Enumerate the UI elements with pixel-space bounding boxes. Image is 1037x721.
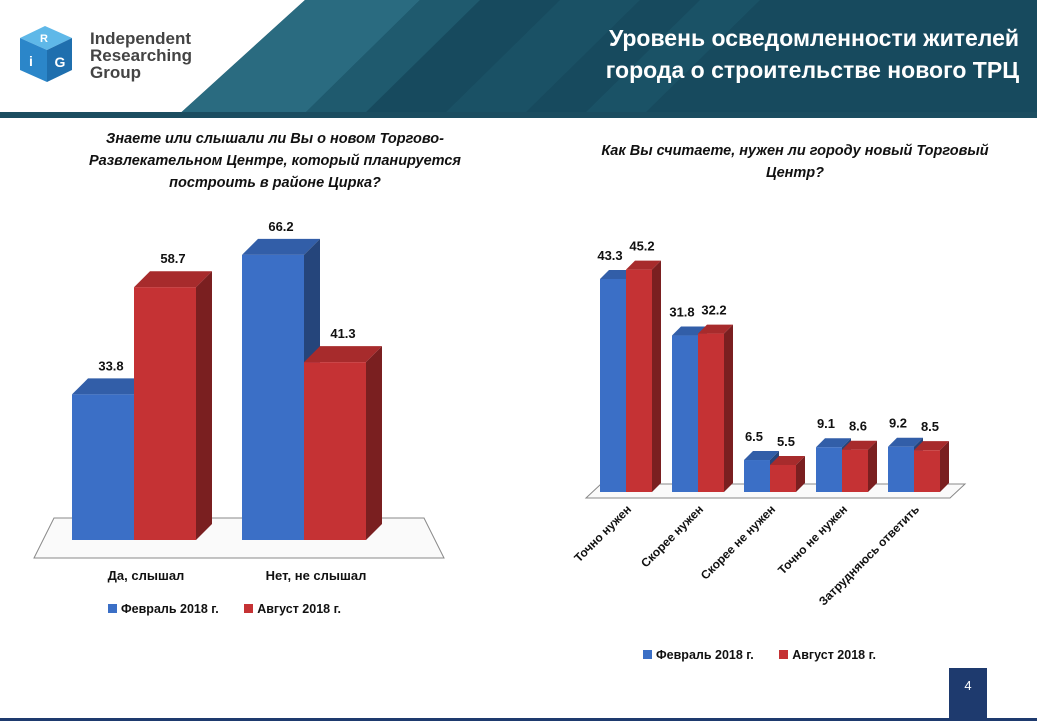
bar-aug-0 [134,271,212,540]
bar-aug-4 [914,441,949,492]
category-label: Точно не нужен [775,502,850,577]
data-label: 9.2 [889,416,907,431]
data-label: 66.2 [268,219,293,234]
bottom-rule [0,718,1037,721]
legend-item-feb: Февраль 2018 г. [643,648,754,662]
chart-1-legend: Февраль 2018 г. Август 2018 г. [108,602,363,616]
bar-aug-3 [842,440,877,492]
chart-2-plot: 43.3 45.2 Точно нужен 31.8 32.2 Скорее нужен 6… [571,239,967,608]
data-label: 43.3 [597,248,622,263]
logo-line-2: Researching [90,46,193,65]
legend-label-feb: Февраль 2018 г. [121,602,219,616]
data-label: 33.8 [98,358,123,373]
legend-swatch-aug [244,604,254,613]
header-background: R i G [0,0,1037,118]
chart-2-legend: Февраль 2018 г. Август 2018 г. [643,648,898,662]
chart-1: 33.8 58.7 Да, слышал 66.2 41.3 Нет, не слышал [0,0,520,605]
chart-2-question: Как Вы считаете, нужен ли городу новый Т… [601,143,989,181]
data-label: 9.1 [817,416,835,431]
data-label: 8.5 [921,419,939,434]
svg-text:R: R [40,33,48,45]
category-label: Скорее нужен [638,502,706,570]
chart-1-plot: 33.8 58.7 Да, слышал 66.2 41.3 Нет, не слышал [33,219,445,583]
data-label: 5.5 [777,434,795,449]
logo-text: Independent Researching Group [90,30,192,81]
data-label: 8.6 [849,419,867,434]
bar-aug-0 [626,260,661,492]
svg-text:G: G [55,54,66,70]
legend-label-feb: Февраль 2018 г. [656,648,754,662]
data-label: 31.8 [669,305,694,320]
slide-header: R i G Independent Researching Group Уров… [0,0,1037,118]
legend-item-aug: Август 2018 г. [244,602,341,616]
category-label: Скорее не нужен [698,502,778,582]
legend-item-feb: Февраль 2018 г. [108,602,219,616]
page-number: 4 [949,668,987,718]
legend-swatch-aug [779,650,789,659]
bar-aug-2 [770,455,805,492]
logo-icon: R i G [20,26,72,82]
chart-1-question: Знаете или слышали ли Вы о новом Торгово… [89,131,461,191]
bar-aug-1 [698,324,733,492]
slide-title: Уровень осведомленности жителей города о… [605,25,1019,83]
legend-label-aug: Август 2018 г. [792,648,877,662]
legend-swatch-feb [108,604,117,613]
category-label: Точно нужен [571,502,634,565]
data-label: 41.3 [330,326,355,341]
data-label: 6.5 [745,429,763,444]
legend-label-aug: Август 2018 г. [257,602,342,616]
logo-line-1: Independent [90,29,192,48]
bar-aug-1 [304,346,382,540]
data-label: 45.2 [629,239,654,254]
category-label: Да, слышал [108,568,185,583]
legend-item-aug: Август 2018 г. [779,648,876,662]
legend-swatch-feb [643,650,652,659]
category-label: Нет, не слышал [266,568,367,583]
svg-text:i: i [29,53,33,69]
logo-line-3: Group [90,63,141,82]
data-label: 32.2 [701,303,726,318]
data-label: 58.7 [160,251,185,266]
